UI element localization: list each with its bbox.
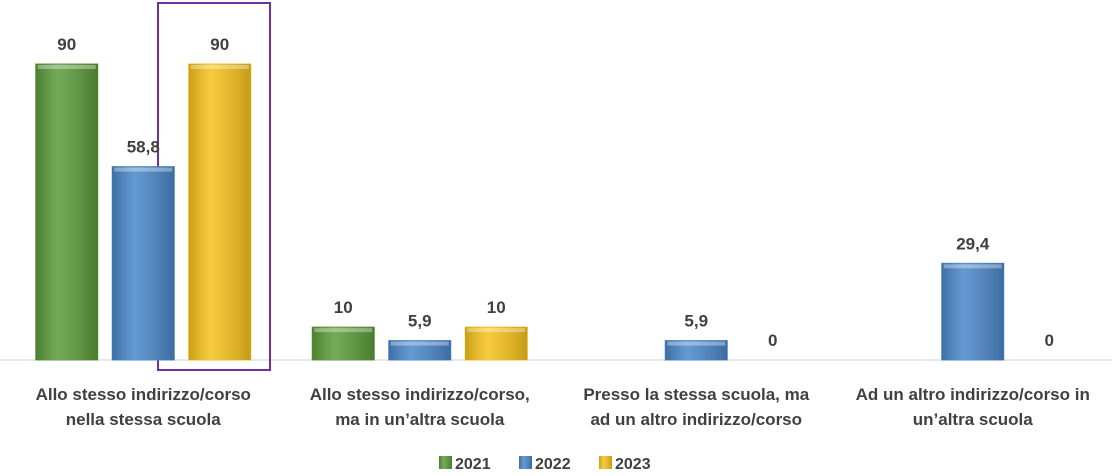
data-label: 5,9: [408, 312, 432, 331]
legend-label: 2022: [535, 456, 571, 473]
bar-shade: [465, 327, 528, 360]
bar-bevel: [667, 341, 726, 346]
bar-bevel: [190, 65, 249, 69]
bar-shade: [665, 340, 728, 360]
data-label: 10: [487, 298, 506, 317]
bar-bevel: [467, 328, 526, 333]
bar-shade: [188, 64, 251, 360]
data-label: 0: [768, 331, 777, 350]
data-label: 90: [57, 35, 76, 54]
bar-bevel: [390, 341, 449, 346]
bar-shade: [941, 263, 1004, 360]
bar-bevel: [114, 167, 173, 172]
bar-shade: [112, 166, 175, 360]
data-label: 90: [210, 35, 229, 54]
x-tick-label: Ad un altro indirizzo/corso in un’altra …: [855, 385, 1090, 429]
legend-label: 2023: [615, 456, 651, 473]
data-label: 10: [334, 298, 353, 317]
bar-bevel: [37, 65, 96, 69]
x-tick-label: Allo stesso indirizzo/corso, ma in un’al…: [309, 385, 530, 429]
data-label: 0: [1045, 331, 1054, 350]
bar-shade: [388, 340, 451, 360]
bar-bevel: [943, 264, 1002, 269]
data-label: 29,4: [956, 234, 990, 253]
legend-label: 2021: [455, 456, 491, 473]
legend-swatch-shade: [599, 456, 612, 469]
data-label: 5,9: [684, 312, 708, 331]
bar-shade: [35, 64, 98, 360]
bar-shade: [312, 327, 375, 360]
x-tick-label: Allo stesso indirizzo/corso nella stessa…: [35, 385, 251, 429]
bar-bevel: [314, 328, 373, 333]
legend-swatch-shade: [439, 456, 452, 469]
x-tick-label: Presso la stessa scuola, ma ad un altro …: [583, 385, 810, 429]
data-label: 58,8: [127, 138, 160, 157]
legend-swatch-shade: [519, 456, 532, 469]
